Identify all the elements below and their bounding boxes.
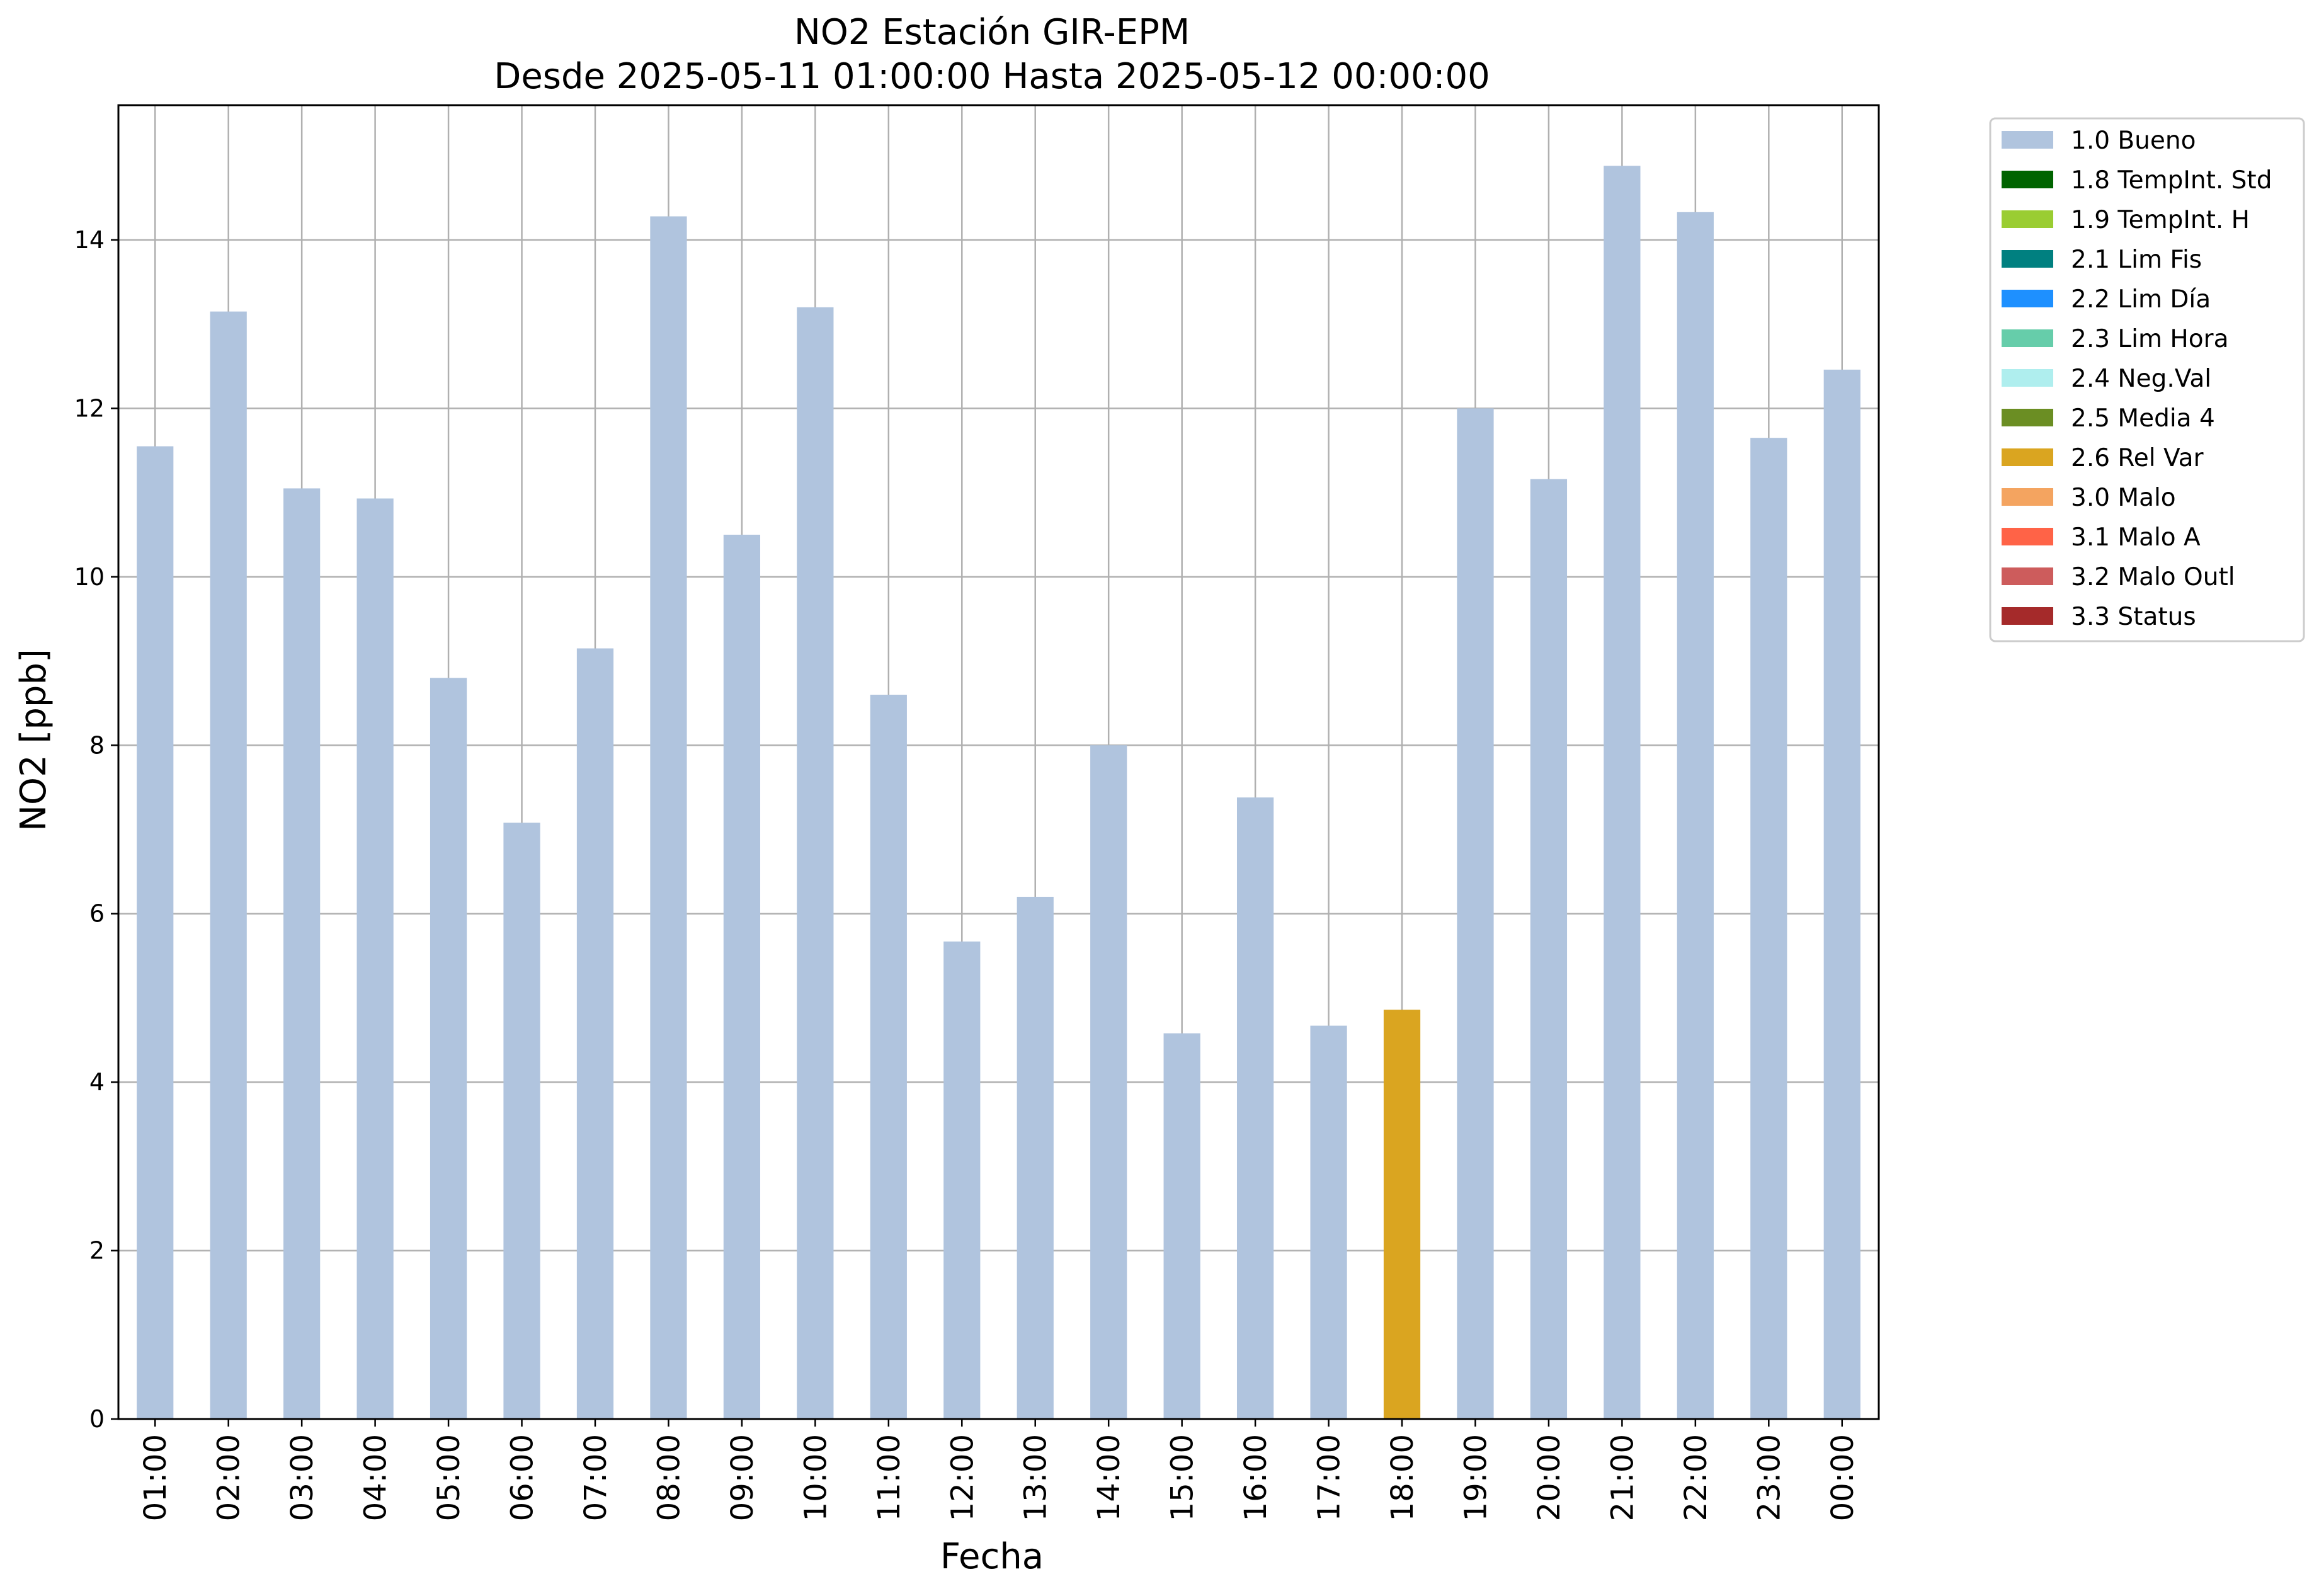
x-tick-label: 20:00 [1532,1434,1567,1521]
legend-swatch [2002,329,2053,347]
bars [137,166,1860,1420]
bar [1163,1033,1200,1419]
bar [1604,166,1641,1420]
bar [1383,1010,1421,1419]
bar [210,311,247,1419]
legend-swatch [2002,528,2053,545]
bar [356,498,394,1419]
bar [1530,479,1568,1419]
bar [1236,797,1274,1419]
x-tick-label: 16:00 [1238,1434,1273,1521]
x-tick-label: 14:00 [1091,1434,1127,1521]
legend-swatch [2002,250,2053,268]
x-tick-label: 18:00 [1385,1434,1420,1521]
bar [1017,896,1054,1419]
legend-swatch [2002,290,2053,307]
y-tick-label: 4 [89,1068,105,1096]
bar [797,307,834,1419]
plot-frame [117,104,1880,1420]
bar [870,695,907,1419]
x-tick-label: 21:00 [1605,1434,1640,1521]
legend-label: 1.0 Bueno [2071,127,2196,155]
x-tick-label: 22:00 [1678,1434,1714,1521]
bar [1457,408,1494,1419]
legend-swatch [2002,210,2053,228]
bar [503,823,540,1419]
x-axis-label: Fecha [940,1536,1044,1577]
x-tick-label: 12:00 [945,1434,980,1521]
bar [1090,745,1127,1419]
chart-subtitle: Desde 2025-05-11 01:00:00 Hasta 2025-05-… [494,56,1490,97]
x-tick-label: 04:00 [358,1434,394,1521]
x-tick-label: 01:00 [138,1434,173,1521]
bar [137,446,174,1420]
legend-swatch [2002,448,2053,466]
x-tick-label: 17:00 [1312,1434,1347,1521]
legend-swatch [2002,369,2053,387]
legend-label: 3.0 Malo [2071,484,2176,512]
legend-label: 3.2 Malo Outl [2071,563,2235,591]
legend-label: 2.5 Media 4 [2071,404,2215,433]
bar [1310,1025,1347,1419]
legend-swatch [2002,607,2053,625]
legend-label: 2.4 Neg.Val [2071,365,2211,393]
legend-label: 3.3 Status [2071,603,2196,631]
legend-swatch [2002,488,2053,506]
x-tick-label: 13:00 [1018,1434,1054,1521]
x-tick-label: 11:00 [872,1434,907,1521]
x-tick-label: 08:00 [651,1434,687,1521]
y-tick-label: 12 [74,394,105,422]
legend-label: 1.9 TempInt. H [2071,206,2250,234]
legend-swatch [2002,131,2053,149]
bar [430,678,467,1419]
bar [723,534,761,1419]
x-tick-label: 19:00 [1458,1434,1493,1521]
x-tick-label: 02:00 [212,1434,247,1521]
y-tick-label: 14 [74,226,105,254]
x-tick-label: 06:00 [505,1434,540,1521]
legend-swatch [2002,171,2053,188]
y-axis-label: NO2 [ppb] [13,649,54,831]
x-tick-label: 15:00 [1165,1434,1200,1521]
y-axis-ticks: 0 2 4 6 8 10 12 14 [74,226,118,1433]
legend-label: 3.1 Malo A [2071,523,2201,552]
y-tick-label: 2 [89,1237,105,1265]
y-tick-label: 10 [74,563,105,591]
bar [576,648,614,1419]
bar [650,216,687,1419]
legend-box [1989,117,2305,642]
x-tick-label: 03:00 [285,1434,320,1521]
legend-swatch [2002,567,2053,585]
x-tick-label: 05:00 [431,1434,467,1521]
x-tick-label: 23:00 [1752,1434,1787,1521]
x-axis-ticks: 01:00 02:00 03:00 04:00 05:00 06:00 07:00 08:00… [138,1419,1860,1521]
x-tick-label: 10:00 [798,1434,833,1521]
y-tick-label: 0 [89,1405,105,1433]
x-tick-label: 00:00 [1825,1434,1860,1521]
bar [1750,438,1787,1419]
legend-label: 2.6 Rel Var [2071,444,2204,472]
bar [943,941,981,1419]
bar [1823,369,1860,1420]
chart-title: NO2 Estación GIR-EPM [794,12,1190,53]
legend-swatch [2002,409,2053,426]
legend-label: 2.1 Lim Fis [2071,246,2202,274]
x-tick-label: 07:00 [578,1434,613,1521]
legend-label: 2.2 Lim Día [2071,285,2211,314]
legend-label: 2.3 Lim Hora [2071,325,2229,353]
x-tick-label: 09:00 [725,1434,760,1521]
legend-label: 1.8 TempInt. Std [2071,166,2272,195]
legend: 1.0 Bueno 1.8 TempInt. Std 1.9 TempInt. H 2… [1989,117,2305,642]
y-tick-label: 6 [89,900,105,928]
y-tick-label: 8 [89,731,105,759]
bar [283,488,321,1419]
bar [1677,212,1714,1420]
